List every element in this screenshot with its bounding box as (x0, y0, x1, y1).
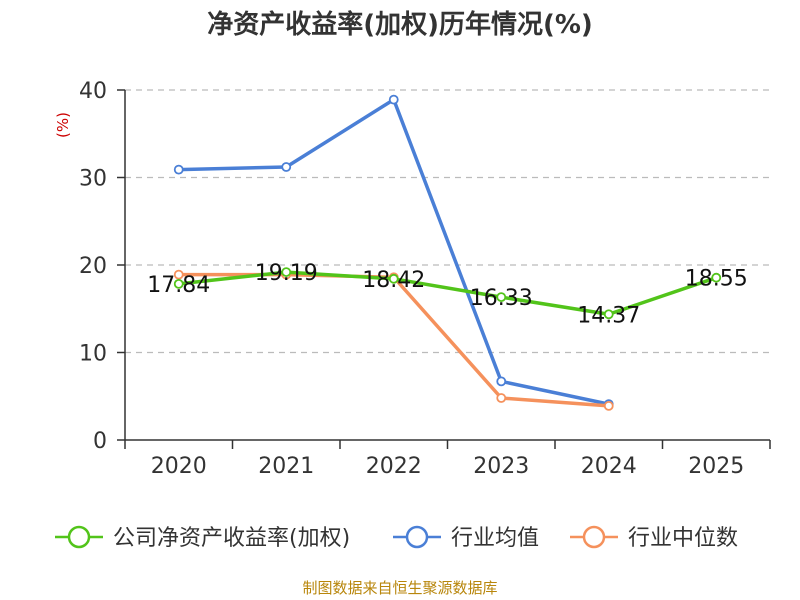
series-1-point-2023 (496, 376, 507, 387)
source-note: 制图数据来自恒生聚源数据库 (302, 579, 497, 597)
x-tick-label-2021: 2021 (258, 454, 314, 479)
series-1-point-2020 (173, 164, 184, 175)
x-tick-label-2024: 2024 (581, 454, 637, 479)
series-lines (173, 94, 722, 411)
chart-title: 净资产收益率(加权)历年情况(%) (207, 9, 593, 40)
series-2-point-2024 (603, 400, 614, 411)
x-tick-label-2022: 2022 (366, 454, 422, 479)
series-0-point-2024 (603, 309, 614, 320)
x-tick-label-2020: 2020 (151, 454, 207, 479)
data-label-2025: 18.55 (685, 267, 748, 292)
legend-marker-0 (67, 525, 91, 549)
series-line-1 (178, 97, 610, 406)
series-0-point-2025 (711, 272, 722, 283)
legend-label-1: 行业均值 (451, 526, 539, 551)
data-label-2020: 17.84 (147, 273, 210, 298)
legend-marker-2 (582, 525, 606, 549)
data-label-2023: 16.33 (470, 286, 533, 311)
series-0-point-2022 (388, 273, 399, 284)
data-label-2024: 14.37 (577, 303, 640, 328)
y-axis-unit-label: (%) (54, 112, 72, 138)
x-tick-label-2023: 2023 (473, 454, 529, 479)
series-0-point-2021 (281, 267, 292, 277)
y-tick-label-0: 0 (93, 429, 107, 454)
y-tick-label-10: 10 (79, 342, 107, 367)
series-line-0 (178, 270, 717, 317)
series-0-point-2020 (173, 278, 184, 289)
data-label-2021: 19.19 (255, 261, 318, 286)
series-line-2 (178, 272, 609, 408)
legend-label-2: 行业中位数 (628, 526, 738, 551)
legend-marker-1 (405, 525, 429, 549)
series-2-point-2023 (496, 393, 507, 403)
series-2-point-2020 (173, 269, 184, 280)
data-label-2022: 18.42 (362, 268, 425, 293)
legend[interactable]: 公司净资产收益率(加权) 行业均值 行业中位数 (55, 525, 738, 551)
axes: 0 10 20 30 40 2020 2021 2022 2023 2024 2025 (79, 79, 771, 479)
series-0-point-2023 (496, 292, 507, 303)
y-tick-label-40: 40 (79, 79, 107, 104)
y-tick-label-20: 20 (79, 254, 107, 279)
series-1-point-2022 (388, 94, 399, 105)
x-tick-label-2025: 2025 (688, 454, 744, 479)
y-tick-label-30: 30 (79, 167, 107, 192)
gridlines (125, 89, 770, 354)
data-labels: 17.84 19.19 18.42 16.33 14.37 18.55 (147, 261, 747, 328)
legend-label-0: 公司净资产收益率(加权) (113, 526, 350, 551)
series-1-point-2021 (281, 162, 292, 172)
